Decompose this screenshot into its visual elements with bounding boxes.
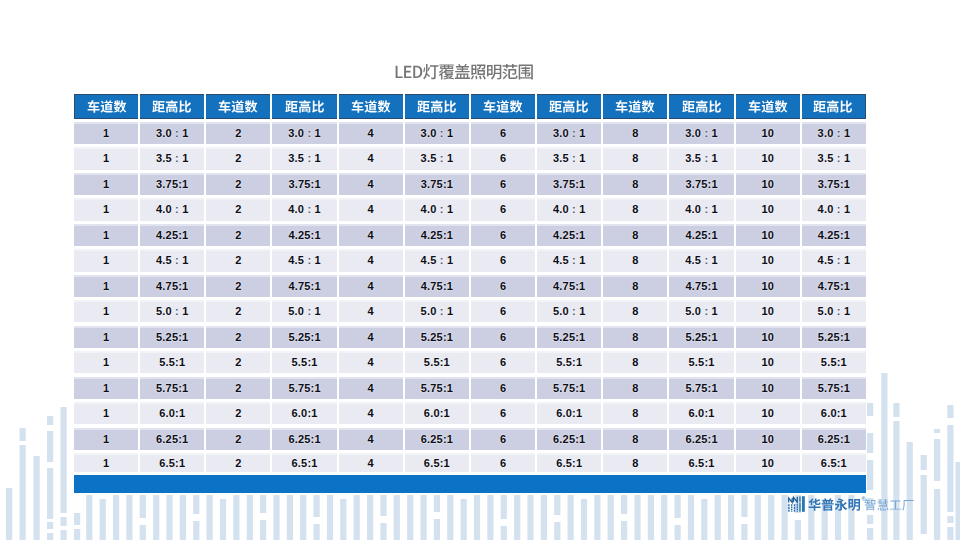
svg-text:®: ® <box>862 496 866 502</box>
